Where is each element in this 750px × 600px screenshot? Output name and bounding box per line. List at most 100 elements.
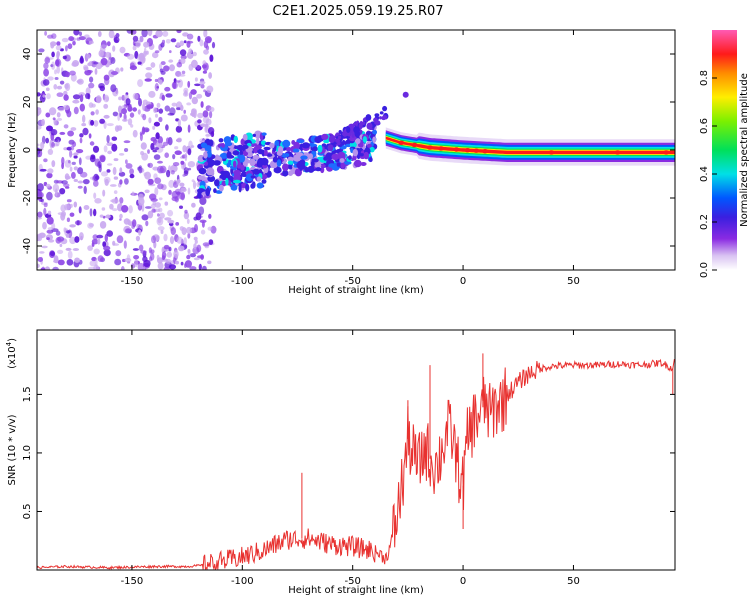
noise-point: [66, 110, 72, 118]
sidelobe-point: [346, 126, 351, 133]
noise-point: [173, 250, 179, 259]
noise-point: [119, 213, 123, 219]
noise-point: [198, 206, 205, 215]
noise-point: [77, 180, 84, 184]
noise-point: [113, 158, 119, 162]
noise-point: [103, 74, 110, 81]
noise-point: [63, 90, 68, 96]
noise-point: [123, 140, 131, 144]
signal-point: [257, 149, 265, 155]
noise-point: [54, 77, 59, 80]
signal-point: [288, 165, 293, 170]
noise-point: [163, 233, 168, 242]
noise-point: [200, 83, 205, 89]
noise-point: [91, 242, 95, 247]
noise-point: [163, 65, 170, 72]
noise-point: [143, 50, 147, 57]
signal-point: [266, 153, 273, 157]
signal-point: [274, 140, 280, 147]
noise-point: [144, 189, 150, 194]
noise-point: [209, 54, 214, 62]
signal-point: [252, 168, 260, 175]
noise-point: [67, 43, 73, 50]
signal-point: [287, 156, 294, 162]
noise-point: [120, 266, 125, 270]
noise-point: [63, 104, 70, 111]
noise-point: [95, 175, 100, 180]
noise-point: [197, 119, 202, 124]
noise-point: [150, 198, 158, 202]
signal-point: [214, 179, 220, 187]
noise-point: [132, 92, 139, 100]
noise-point: [109, 203, 114, 210]
noise-point: [97, 255, 104, 262]
noise-point: [93, 192, 97, 199]
noise-point: [192, 180, 197, 190]
noise-point: [63, 124, 69, 129]
noise-point: [132, 35, 139, 42]
signal-point: [221, 143, 226, 148]
noise-point: [87, 222, 94, 229]
noise-point: [89, 155, 96, 163]
noise-point: [41, 245, 48, 249]
noise-point: [158, 142, 163, 148]
colorbar-ticks: 0.0 0.2 0.4 0.6 0.8: [699, 70, 717, 278]
noise-point: [180, 104, 184, 111]
noise-point: [79, 94, 84, 103]
noise-point: [203, 40, 209, 49]
noise-point: [160, 61, 166, 66]
noise-point: [167, 219, 175, 224]
snr-y-label: SNR (10 * v/v): [7, 414, 18, 485]
noise-point: [69, 70, 76, 76]
noise-point: [101, 207, 106, 211]
noise-point: [180, 192, 185, 201]
noise-point: [73, 106, 79, 115]
snr-panel: -150 -100 -50 0 50 0.5 1.0 1.5 Height of strai…: [5, 329, 676, 596]
noise-point: [164, 105, 170, 112]
noise-point: [165, 93, 173, 98]
y-tick-label: -20: [22, 190, 33, 206]
noise-point: [145, 220, 149, 227]
noise-point: [137, 79, 144, 88]
noise-point: [46, 125, 53, 132]
noise-point: [46, 172, 53, 179]
noise-point: [138, 165, 143, 174]
noise-point: [103, 145, 108, 153]
noise-point: [99, 155, 106, 163]
colorbar-label: Normalized spectral amplitude: [739, 73, 750, 227]
signal-point: [320, 164, 326, 168]
noise-point: [41, 118, 45, 126]
noise-point: [210, 131, 215, 137]
noise-point: [69, 166, 73, 172]
signal-point: [348, 155, 352, 160]
noise-point: [140, 250, 147, 254]
y-tick-label: 40: [22, 48, 33, 61]
y-tick-label: 1.5: [22, 386, 33, 402]
noise-point: [59, 80, 65, 85]
noise-point: [53, 84, 58, 90]
peak-point: [473, 148, 480, 153]
noise-point: [148, 247, 152, 254]
colorbar-tick-label: 0.0: [699, 262, 710, 278]
noise-point: [157, 262, 164, 270]
noise-point: [119, 167, 123, 174]
signal-point: [328, 163, 336, 168]
noise-point: [39, 251, 45, 254]
noise-point: [37, 143, 40, 147]
signal-point: [230, 184, 238, 191]
noise-point: [188, 91, 193, 100]
noise-point: [57, 259, 65, 266]
noise-point: [208, 213, 212, 219]
noise-point: [73, 30, 80, 36]
noise-point: [121, 205, 129, 213]
signal-point: [263, 146, 271, 151]
noise-point: [44, 266, 50, 270]
signal-point: [314, 163, 322, 168]
colorbar-tick-label: 0.6: [699, 118, 710, 134]
signal-point: [339, 158, 345, 163]
sidelobe-point: [366, 122, 373, 130]
noise-point: [90, 119, 95, 126]
noise-point: [183, 40, 187, 44]
snr-x-label: Height of straight line (km): [288, 585, 424, 596]
noise-point: [54, 69, 57, 75]
